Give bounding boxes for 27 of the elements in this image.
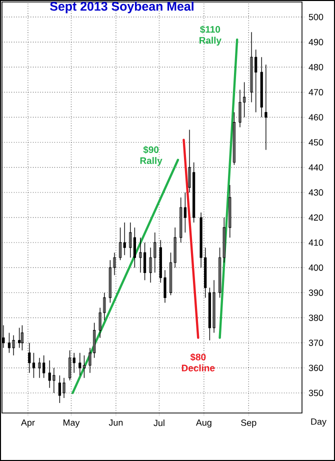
y-tick-label: 390	[308, 290, 324, 296]
y-tick-label: 360	[308, 364, 324, 372]
y-tick-label: 410	[308, 239, 324, 246]
annotation: $80 Decline	[182, 353, 215, 372]
y-tick-label: 400	[308, 264, 324, 271]
y-tick-label: 460	[308, 114, 324, 120]
y-tick-label: 380	[308, 314, 324, 321]
x-tick-label: Jul	[154, 420, 164, 426]
y-tick-label: 350	[308, 390, 324, 396]
y-tick-label: 480	[308, 64, 324, 70]
y-tick-label: 490	[308, 38, 324, 46]
x-tick-label: Sep	[241, 420, 256, 428]
chart-title: Sept 2013 Soybean Meal	[50, 2, 194, 14]
y-tick-label: 500	[308, 14, 324, 20]
x-tick-label: Aug	[196, 420, 212, 428]
x-tick-label: Jun	[108, 420, 123, 426]
y-tick-label: 430	[308, 189, 324, 196]
annotation: $90 Rally	[140, 146, 162, 166]
annotation: $110 Rally	[200, 26, 222, 46]
y-tick-label: 370	[308, 340, 324, 346]
y-tick-label: 440	[308, 164, 324, 171]
x-axis-title: Day	[311, 418, 326, 427]
y-tick-label: 450	[308, 139, 324, 146]
y-tick-label: 470	[308, 89, 324, 96]
x-tick-label: Apr	[21, 420, 35, 428]
x-tick-label: May	[63, 420, 80, 428]
y-tick-label: 420	[308, 214, 324, 221]
